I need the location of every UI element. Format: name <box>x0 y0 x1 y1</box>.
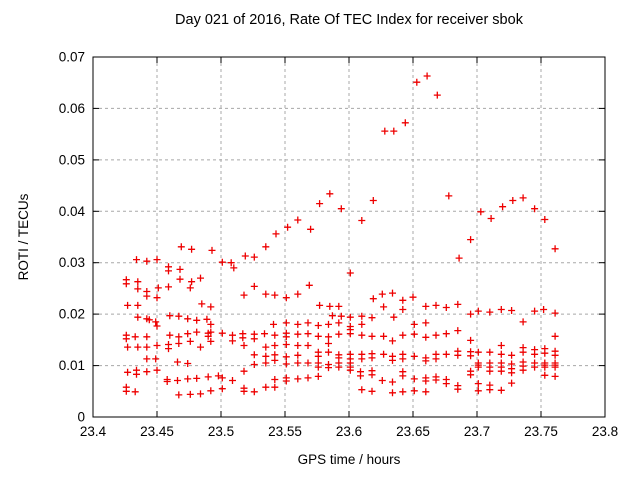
x-tick-label: 23.4 <box>80 424 107 439</box>
x-tick-label: 23.65 <box>396 424 430 439</box>
y-tick-label: 0.02 <box>59 307 85 322</box>
chart-title: Day 021 of 2016, Rate Of TEC Index for r… <box>175 12 523 28</box>
data-points <box>122 72 559 399</box>
x-tick-label: 23.8 <box>592 424 618 439</box>
y-tick-label: 0.03 <box>59 255 85 270</box>
y-tick-label: 0.06 <box>59 101 85 116</box>
x-tick-label: 23.55 <box>268 424 302 439</box>
x-axis-label: GPS time / hours <box>297 452 401 467</box>
x-tick-label: 23.5 <box>208 424 234 439</box>
y-tick-label: 0.04 <box>59 204 86 219</box>
y-tick-label: 0.01 <box>59 358 85 373</box>
y-tick-label: 0.07 <box>59 50 85 65</box>
x-tick-label: 23.7 <box>464 424 490 439</box>
y-axis-label: ROTI / TECUs <box>16 193 31 281</box>
x-tick-label: 23.45 <box>140 424 174 439</box>
y-tick-label: 0 <box>77 410 85 425</box>
x-tick-label: 23.6 <box>336 424 362 439</box>
y-tick-label: 0.05 <box>59 152 85 167</box>
x-tick-label: 23.75 <box>524 424 558 439</box>
